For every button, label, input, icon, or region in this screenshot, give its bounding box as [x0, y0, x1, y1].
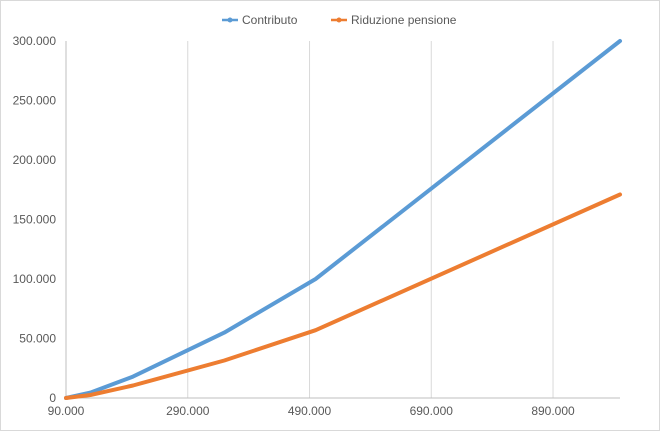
x-tick-label: 490.000: [288, 404, 332, 418]
series-lines: [64, 39, 622, 400]
y-tick-label: 300.000: [13, 34, 57, 48]
x-axis-tick-labels: 90.000 290.000 490.000 690.000 890.000: [48, 404, 575, 418]
legend-dot-contributo: [227, 17, 233, 23]
y-tick-label: 100.000: [13, 272, 57, 286]
series-line-riduzione-pensione: [64, 192, 622, 400]
data-point: [618, 193, 622, 197]
axes: [65, 41, 620, 399]
x-tick-label: 290.000: [166, 404, 210, 418]
y-axis-tick-labels: 0 50.000 100.000 150.000 200.000 250.000 300.0…: [13, 34, 57, 405]
legend-label-riduzione-pensione: Riduzione pensione: [351, 13, 457, 27]
data-point: [618, 39, 622, 43]
data-point: [88, 393, 92, 397]
data-point: [131, 384, 135, 388]
legend-dot-riduzione-pensione: [336, 17, 342, 23]
data-point: [222, 331, 226, 335]
data-point: [131, 375, 135, 379]
y-tick-label: 250.000: [13, 94, 57, 108]
data-point: [64, 396, 68, 400]
data-point: [222, 359, 226, 363]
legend: Contributo Riduzione pensione: [222, 13, 457, 27]
y-tick-label: 0: [49, 391, 56, 405]
data-point: [314, 328, 318, 332]
series-line-contributo: [64, 39, 622, 400]
y-tick-label: 200.000: [13, 153, 57, 167]
grid-lines: [187, 41, 554, 398]
x-tick-label: 890.000: [531, 404, 575, 418]
y-tick-label: 150.000: [13, 213, 57, 227]
y-tick-label: 50.000: [19, 332, 56, 346]
x-tick-label: 90.000: [48, 404, 85, 418]
legend-label-contributo: Contributo: [242, 13, 298, 27]
x-tick-label: 690.000: [410, 404, 454, 418]
data-point: [314, 277, 318, 281]
